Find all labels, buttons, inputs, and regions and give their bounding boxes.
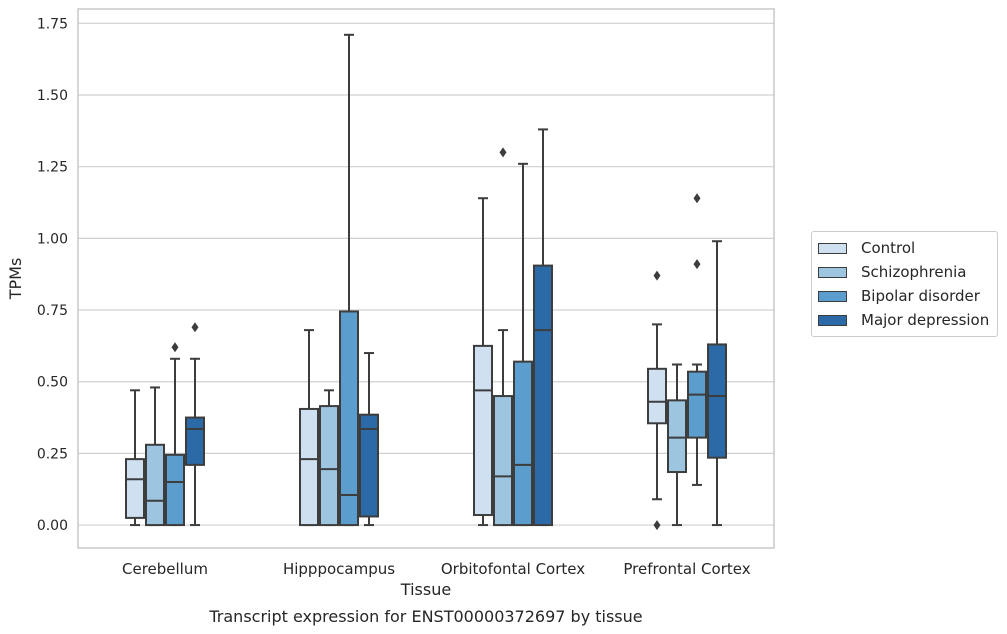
box-control [125, 389, 145, 527]
box-iqr [145, 443, 165, 527]
legend: Control Schizophrenia Bipolar disorder M… [811, 231, 998, 337]
box-iqr [473, 344, 493, 517]
box-iqr [359, 413, 379, 518]
outlier-marker [653, 520, 661, 531]
legend-item-schizophrenia: Schizophrenia [812, 260, 997, 284]
box-control [647, 270, 667, 531]
legend-label-control: Control [861, 239, 916, 257]
box-iqr [707, 343, 727, 459]
box-iqr [667, 399, 687, 474]
box-iqr [339, 310, 359, 527]
box-iqr [165, 453, 185, 527]
legend-item-control: Control [812, 236, 997, 260]
legend-swatch-major-depression [818, 314, 847, 326]
legend-item-major-depression: Major depression [812, 308, 997, 332]
legend-swatch-control [818, 242, 847, 254]
box-schizophrenia [667, 363, 687, 527]
box-schizophrenia [145, 386, 165, 527]
box-iqr [647, 367, 667, 425]
box-iqr [125, 458, 145, 519]
outlier-marker [693, 193, 701, 204]
legend-item-bipolar-disorder: Bipolar disorder [812, 284, 997, 308]
legend-label-schizophrenia: Schizophrenia [861, 263, 967, 281]
boxes [125, 33, 727, 531]
legend-swatch-schizophrenia [818, 266, 847, 278]
y-tick-label: 0.50 [37, 375, 68, 391]
y-tick-label: 1.00 [37, 231, 68, 247]
y-tick-label: 0.00 [37, 518, 68, 534]
outlier-marker [693, 259, 701, 270]
y-tick-label: 1.75 [37, 16, 68, 32]
outlier-marker [171, 342, 179, 353]
box-schizophrenia [319, 389, 339, 527]
outlier-marker [653, 270, 661, 281]
outlier-marker [499, 147, 507, 158]
y-tick-label: 0.25 [37, 446, 68, 462]
legend-label-bipolar-disorder: Bipolar disorder [861, 287, 980, 305]
box-control [299, 329, 319, 527]
box-iqr [533, 264, 553, 527]
legend-swatch-bipolar-disorder [818, 290, 847, 302]
box-major-depression [359, 352, 379, 527]
box-iqr [299, 407, 319, 527]
box-iqr [319, 405, 339, 527]
box-schizophrenia [493, 147, 513, 527]
box-major-depression [707, 240, 727, 527]
y-tick-label: 0.75 [37, 303, 68, 319]
y-tick-label: 1.25 [37, 160, 68, 176]
box-major-depression [185, 322, 205, 527]
box-bipolar-disorder [165, 342, 185, 527]
box-control [473, 197, 493, 527]
y-tick-label: 1.50 [37, 88, 68, 104]
x-axis-label: Tissue [400, 580, 451, 599]
y-axis-label: TPMs [6, 258, 25, 301]
x-tick-label: Cerebellum [122, 560, 208, 578]
box-bipolar-disorder [339, 33, 359, 527]
chart-caption: Transcript expression for ENST0000037269… [208, 607, 642, 626]
plot-frame [77, 8, 775, 549]
x-tick-label: Hipppocampus [283, 560, 395, 578]
box-bipolar-disorder [513, 162, 533, 527]
y-tick-labels: 0.00 0.25 0.50 0.75 1.00 1.25 1.50 1.75 [37, 16, 68, 534]
x-tick-label: Orbitofontal Cortex [441, 560, 585, 578]
box-iqr [687, 370, 707, 439]
box-bipolar-disorder [687, 193, 707, 486]
box-iqr [493, 395, 513, 527]
box-iqr [513, 360, 533, 527]
box-major-depression [533, 128, 553, 527]
legend-label-major-depression: Major depression [861, 311, 990, 329]
outlier-marker [191, 322, 199, 333]
box-iqr [185, 416, 205, 466]
x-tick-label: Prefrontal Cortex [623, 560, 750, 578]
